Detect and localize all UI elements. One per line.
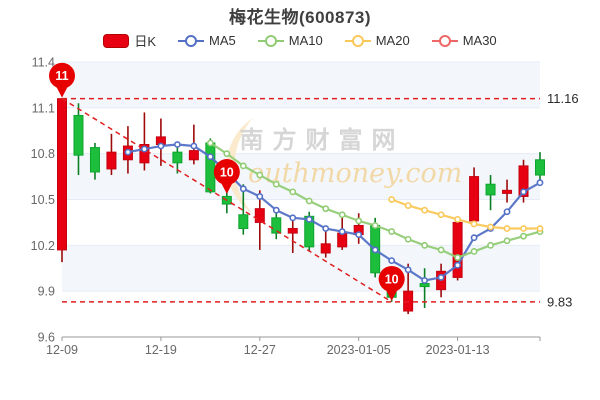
ma30-line-swatch-icon [431,34,458,48]
svg-text:10: 10 [220,165,234,179]
legend-item-ma10[interactable]: MA10 [257,33,323,48]
svg-text:11.4: 11.4 [32,56,55,70]
ma20-line-swatch-icon [344,34,371,48]
svg-text:10.5: 10.5 [31,193,55,207]
legend-item-ma30[interactable]: MA30 [431,33,497,48]
ma-line-ma20 [388,196,544,232]
watermark-cn-text: 南方财富网 [240,126,405,154]
price-marker-11: 11 [49,62,75,98]
svg-text:12-19: 12-19 [145,343,177,357]
svg-text:10: 10 [385,272,399,286]
legend-label: 日K [134,34,157,49]
svg-text:10.8: 10.8 [31,147,55,161]
ma-line-ma5 [124,141,544,284]
legend-item-daily-k[interactable]: 日K [103,31,156,50]
svg-text:12-09: 12-09 [46,343,78,357]
svg-text:11.1: 11.1 [32,101,55,115]
ma10-line-swatch-icon [257,34,284,48]
chart-title: 梅花生物(600873) [228,8,372,27]
svg-text:9.6: 9.6 [38,331,55,345]
legend-label: MA20 [375,33,410,48]
watermark: 南方财富网 outhmoney.com [226,118,462,214]
ma5-line-swatch-icon [178,34,205,48]
legend-item-ma5[interactable]: MA5 [178,33,236,48]
reference-lines: 11.16 9.83 [62,91,579,309]
price-marker-10: 10 [213,159,240,194]
chart-legend: 日K MA5 MA10 MA20 MA30 [0,31,600,50]
svg-text:10.2: 10.2 [31,239,55,253]
trend-line [61,98,393,303]
x-axis: 12-09 12-19 12-27 2023-01-05 2023-01-13 [46,336,541,357]
legend-item-ma20[interactable]: MA20 [344,33,410,48]
legend-label: MA30 [462,33,497,48]
watermark-en-text: outhmoney.com [248,158,462,189]
svg-text:2023-01-13: 2023-01-13 [426,343,490,357]
legend-label: MA5 [209,33,236,48]
svg-text:12-27: 12-27 [244,343,276,357]
ref-line-label: 9.83 [547,294,572,309]
svg-text:9.9: 9.9 [38,285,55,299]
legend-label: MA10 [288,33,323,48]
candle-swatch-icon [103,33,130,48]
ma-line-ma10 [206,139,544,261]
svg-text:2023-01-05: 2023-01-05 [327,343,391,357]
svg-text:11: 11 [55,69,68,83]
price-marker-10: 10 [378,265,405,301]
ref-line-label: 11.16 [547,91,579,106]
y-axis-labels: 9.6 9.9 10.2 10.5 10.8 11.1 11.4 [31,56,55,345]
